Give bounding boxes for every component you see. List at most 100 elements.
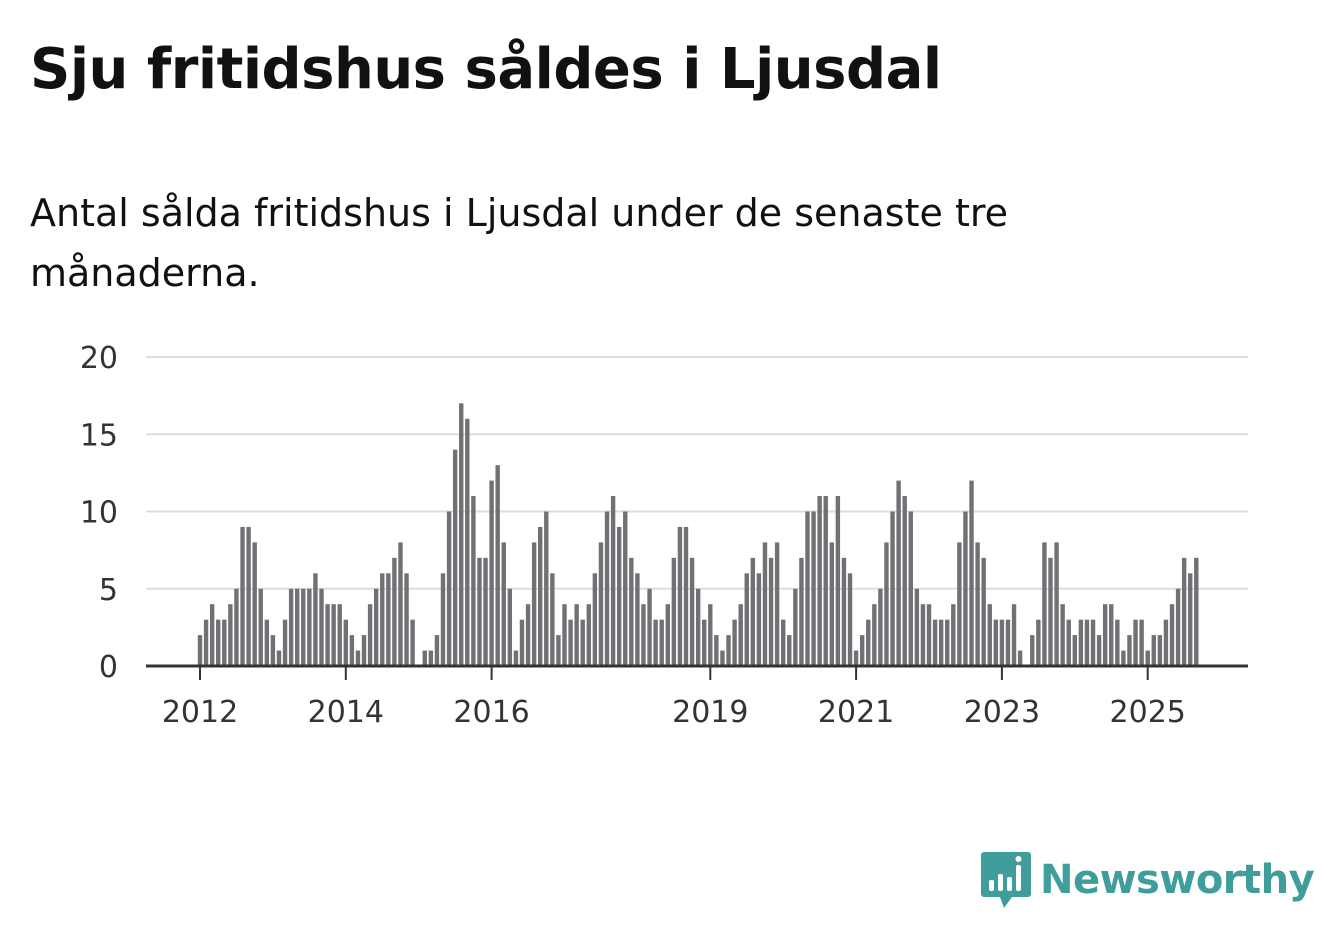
bar xyxy=(859,635,865,666)
x-tick-label: 2025 xyxy=(1110,695,1186,730)
bar xyxy=(1017,650,1023,666)
bar xyxy=(653,619,658,666)
bar xyxy=(434,635,440,666)
bar xyxy=(805,511,810,666)
bar xyxy=(574,604,579,666)
bar xyxy=(902,496,907,666)
bar xyxy=(398,542,403,666)
bar xyxy=(1151,635,1156,666)
y-tick-label: 15 xyxy=(80,418,118,453)
bar xyxy=(1109,604,1114,666)
bar xyxy=(932,619,938,666)
bar xyxy=(325,604,330,666)
bar xyxy=(1036,619,1041,666)
bar xyxy=(513,650,519,666)
bar xyxy=(993,619,999,666)
bar xyxy=(647,588,652,666)
bar xyxy=(404,573,409,666)
bar xyxy=(1188,573,1193,666)
bar xyxy=(884,542,889,666)
brand-name: Newsworthy xyxy=(1040,857,1315,903)
bar xyxy=(945,619,950,666)
bar xyxy=(538,526,543,666)
bar xyxy=(1139,619,1144,666)
bar xyxy=(1011,604,1017,666)
bar xyxy=(203,619,209,666)
y-tick-label: 10 xyxy=(80,496,118,531)
y-tick-label: 20 xyxy=(80,341,118,376)
bar xyxy=(1121,650,1126,666)
bar xyxy=(367,604,373,666)
newsworthy-logo: Newsworthy xyxy=(980,850,1315,910)
bar xyxy=(683,526,689,666)
bar xyxy=(246,526,251,666)
bar xyxy=(301,588,306,666)
bar xyxy=(1163,619,1169,666)
bar xyxy=(313,573,318,666)
bar xyxy=(671,557,677,666)
bar xyxy=(228,604,233,666)
bar xyxy=(872,604,877,666)
x-tick-label: 2019 xyxy=(672,695,748,730)
bar xyxy=(732,619,737,666)
bar xyxy=(562,604,567,666)
bar xyxy=(568,619,573,666)
bar xyxy=(592,573,598,666)
bar xyxy=(519,619,525,666)
bar xyxy=(1096,635,1102,666)
bar xyxy=(446,511,452,666)
bar xyxy=(252,542,257,666)
bar xyxy=(1054,542,1059,666)
bar xyxy=(1194,557,1199,666)
bar xyxy=(677,526,683,666)
y-tick-label: 5 xyxy=(99,573,118,608)
x-tick-label: 2023 xyxy=(964,695,1040,730)
bar xyxy=(270,635,276,666)
bar xyxy=(878,588,883,666)
bar xyxy=(1169,604,1175,666)
bar xyxy=(1030,635,1035,666)
bar xyxy=(1181,557,1187,666)
bar xyxy=(817,496,822,666)
bar xyxy=(774,542,780,666)
bar xyxy=(1060,604,1065,666)
bar xyxy=(1005,619,1011,666)
bar xyxy=(392,557,397,666)
bar xyxy=(708,604,713,666)
bar xyxy=(689,557,695,666)
bar xyxy=(756,573,762,666)
bar xyxy=(635,573,640,666)
labels: 0 5 10 15 20 2012 2014 2016 2019 2021 2023 2025 7 xyxy=(80,0,1212,730)
bar xyxy=(477,557,482,666)
bar xyxy=(307,588,312,666)
bar xyxy=(1090,619,1096,666)
x-tick-label: 2014 xyxy=(308,695,384,730)
bar xyxy=(598,542,604,666)
bar xyxy=(738,604,743,666)
bar xyxy=(1157,635,1163,666)
bar xyxy=(793,588,798,666)
x-tick-label: 2016 xyxy=(453,695,529,730)
bars xyxy=(197,403,1199,666)
bar xyxy=(914,588,920,666)
bar xyxy=(629,557,634,666)
bar xyxy=(714,635,719,666)
bar xyxy=(331,604,336,666)
bar xyxy=(981,557,986,666)
bar xyxy=(556,635,561,666)
bar xyxy=(1127,635,1132,666)
bar xyxy=(428,650,434,666)
bar xyxy=(695,588,701,666)
bar xyxy=(240,526,245,666)
bar xyxy=(452,449,458,666)
bar xyxy=(641,604,646,666)
bar xyxy=(1175,588,1181,666)
bar xyxy=(580,619,585,666)
bar xyxy=(1078,619,1084,666)
bar xyxy=(781,619,786,666)
bar xyxy=(604,511,610,666)
bar xyxy=(908,511,913,666)
bar xyxy=(197,635,203,666)
bar xyxy=(623,511,628,666)
bar xyxy=(665,604,670,666)
